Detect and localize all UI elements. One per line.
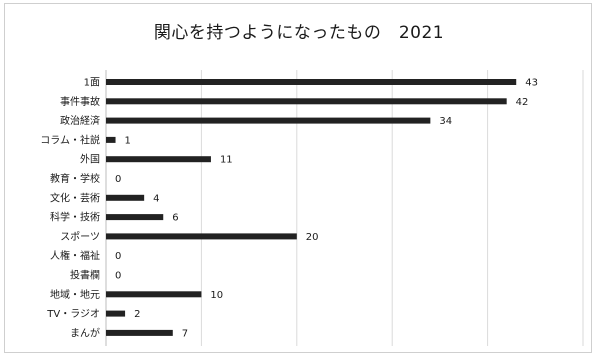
category-label: 教育・学校 [50, 172, 100, 185]
category-label: 外国 [80, 154, 100, 166]
value-label: 20 [306, 232, 319, 243]
value-label: 34 [439, 116, 452, 127]
value-label: 2 [134, 309, 140, 320]
bar [106, 156, 211, 163]
value-label: 42 [516, 97, 529, 108]
value-label: 11 [220, 155, 233, 166]
bar [106, 329, 173, 336]
bar [106, 233, 297, 240]
category-label: スポーツ [60, 231, 100, 243]
category-label: 政治経済 [60, 114, 100, 127]
value-label: 10 [210, 290, 223, 301]
bar [106, 310, 126, 317]
category-label: 1面 [84, 78, 100, 89]
value-label: 7 [182, 328, 188, 339]
category-label: 人権・福祉 [50, 249, 100, 262]
value-label: 1 [125, 135, 131, 146]
gridlines [105, 70, 584, 346]
bar [106, 194, 145, 201]
category-label: まんが [70, 326, 100, 339]
chart-title: 関心を持つようになったもの 2021 [153, 23, 445, 43]
category-label: TV・ラジオ [46, 308, 100, 320]
bars [106, 79, 517, 336]
category-label: 事件事故 [60, 95, 100, 108]
bar [106, 291, 202, 298]
category-label: 文化・芸術 [50, 191, 100, 204]
value-label: 0 [115, 174, 121, 185]
bar [106, 98, 507, 105]
value-label: 6 [172, 213, 178, 224]
value-label: 0 [115, 251, 121, 262]
bar [106, 214, 164, 221]
value-label: 0 [115, 271, 121, 282]
category-label: 投書欄 [70, 269, 100, 282]
labels: 1面 43 事件事故 42 政治経済 34 コラム・社説 1 外国 11 教育・学校 0 文化・芸術 4 科… [40, 78, 538, 340]
bar [106, 117, 431, 124]
bar [106, 136, 116, 143]
category-label: 科学・技術 [50, 211, 100, 224]
value-label: 43 [525, 78, 538, 89]
bar [106, 79, 517, 85]
value-label: 4 [153, 193, 159, 204]
category-label: コラム・社説 [40, 133, 100, 146]
category-label: 地域・地元 [50, 288, 100, 301]
chart-frame [4, 3, 592, 353]
